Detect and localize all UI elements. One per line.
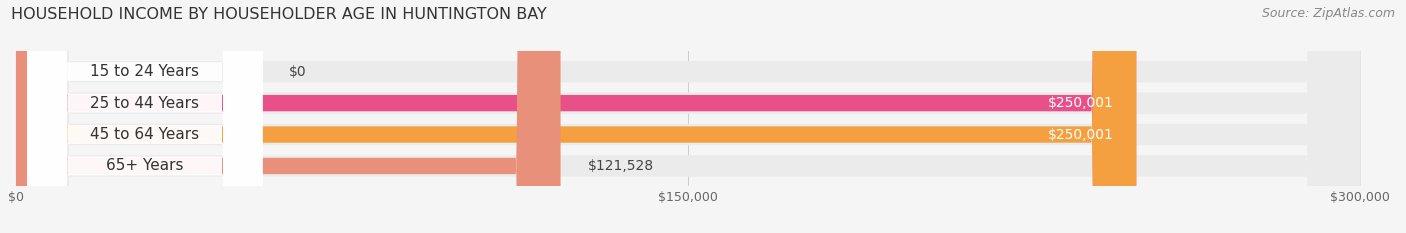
FancyBboxPatch shape <box>15 0 1361 233</box>
Text: 45 to 64 Years: 45 to 64 Years <box>90 127 200 142</box>
FancyBboxPatch shape <box>27 0 263 233</box>
FancyBboxPatch shape <box>15 0 1136 233</box>
Text: 25 to 44 Years: 25 to 44 Years <box>90 96 200 111</box>
Text: $250,001: $250,001 <box>1047 127 1114 141</box>
FancyBboxPatch shape <box>15 0 561 233</box>
Text: $250,001: $250,001 <box>1047 96 1114 110</box>
Text: HOUSEHOLD INCOME BY HOUSEHOLDER AGE IN HUNTINGTON BAY: HOUSEHOLD INCOME BY HOUSEHOLDER AGE IN H… <box>11 7 547 22</box>
Text: $0: $0 <box>290 65 307 79</box>
Text: Source: ZipAtlas.com: Source: ZipAtlas.com <box>1261 7 1395 20</box>
Text: 65+ Years: 65+ Years <box>105 158 184 174</box>
Text: 15 to 24 Years: 15 to 24 Years <box>90 64 200 79</box>
FancyBboxPatch shape <box>27 0 263 233</box>
FancyBboxPatch shape <box>15 0 1361 233</box>
FancyBboxPatch shape <box>15 0 1136 233</box>
Text: $121,528: $121,528 <box>588 159 654 173</box>
FancyBboxPatch shape <box>15 0 1361 233</box>
FancyBboxPatch shape <box>27 0 263 233</box>
FancyBboxPatch shape <box>27 0 263 233</box>
FancyBboxPatch shape <box>15 0 1361 233</box>
